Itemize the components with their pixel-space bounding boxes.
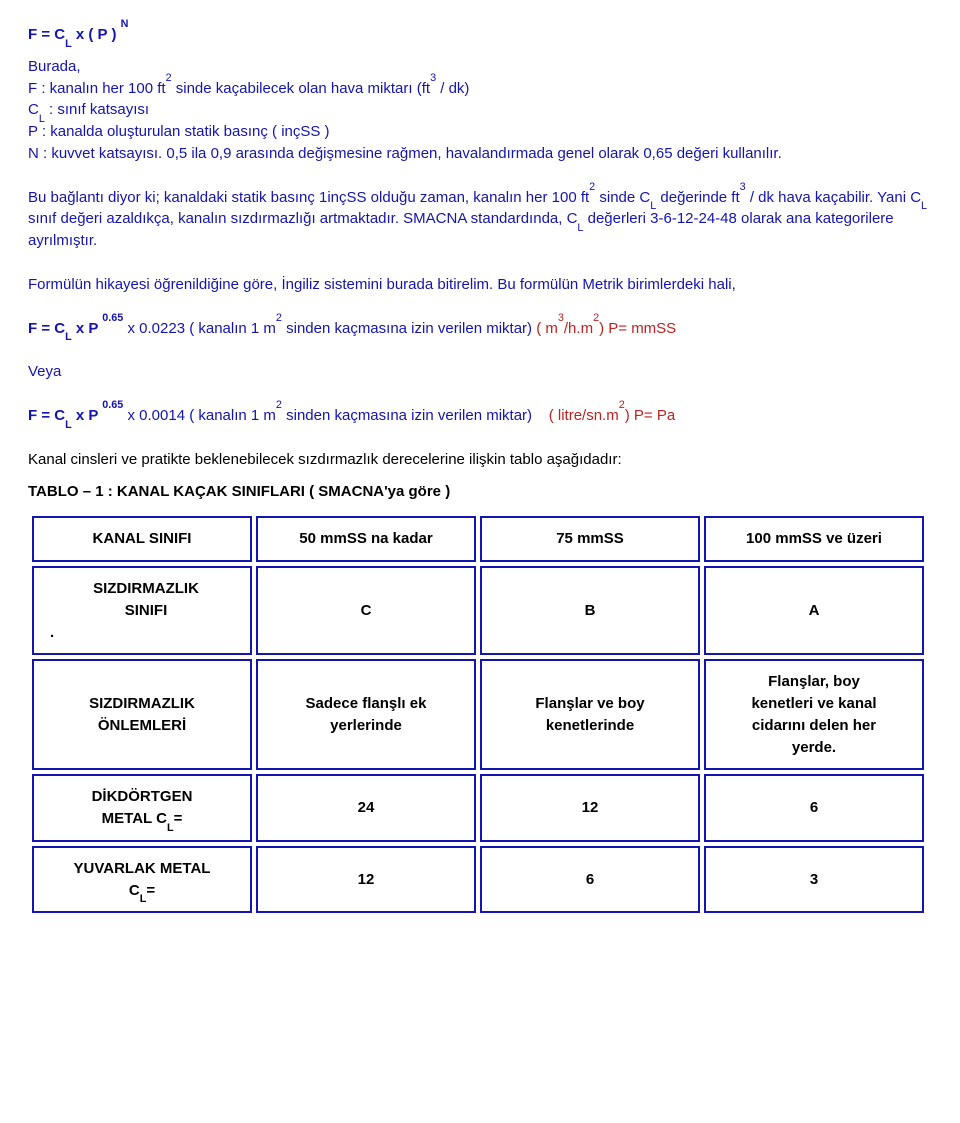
cell-yuv-2: 6 — [480, 846, 700, 914]
equation-2: F = CL x P 0.65 x 0.0014 ( kanalın 1 m2 … — [28, 405, 928, 427]
superscript-n: N — [121, 18, 129, 30]
table-row: YUVARLAK METAL CL= 12 6 3 — [32, 846, 924, 914]
table-row: SIZDIRMAZLIK SINIFI . C B A — [32, 566, 924, 655]
cell-dik-label: DİKDÖRTGEN METAL CL= — [32, 774, 252, 842]
formula-header: F = CL x ( P ) N — [28, 24, 928, 46]
paragraph-2: Bu bağlantı diyor ki; kanaldaki statik b… — [28, 187, 928, 252]
cell-c: C — [256, 566, 476, 655]
definitions-block: Burada, F : kanalın her 100 ft2 sinde ka… — [28, 56, 928, 165]
formula-part-b: x ( P ) — [76, 26, 117, 43]
table-row: SIZDIRMAZLIK ÖNLEMLERİ Sadece flanşlı ek… — [32, 659, 924, 770]
subscript-l: L — [65, 38, 72, 50]
cell-b: B — [480, 566, 700, 655]
leakage-class-table: KANAL SINIFI 50 mmSS na kadar 75 mmSS 10… — [28, 512, 928, 917]
cell-onlem-2: Flanşlar ve boy kenetlerinde — [480, 659, 700, 770]
table-row: DİKDÖRTGEN METAL CL= 24 12 6 — [32, 774, 924, 842]
th-75mm: 75 mmSS — [480, 516, 700, 562]
cell-yuv-label: YUVARLAK METAL CL= — [32, 846, 252, 914]
cell-sizclass-label: SIZDIRMAZLIK SINIFI . — [32, 566, 252, 655]
cell-dik-2: 12 — [480, 774, 700, 842]
def-n: N : kuvvet katsayısı. 0,5 ila 0,9 arasın… — [28, 145, 782, 162]
cell-onlem-3: Flanşlar, boy kenetleri ve kanal cidarın… — [704, 659, 924, 770]
equation-1: F = CL x P 0.65 x 0.0223 ( kanalın 1 m2 … — [28, 318, 928, 340]
def-f: F : kanalın her 100 ft2 sinde kaçabilece… — [28, 80, 469, 97]
paragraph-4: Kanal cinsleri ve pratikte beklenebilece… — [28, 449, 928, 471]
th-100mm: 100 mmSS ve üzeri — [704, 516, 924, 562]
formula-part-a: F = C — [28, 26, 65, 43]
cell-onlem-1: Sadece flanşlı ek yerlerinde — [256, 659, 476, 770]
table-row: KANAL SINIFI 50 mmSS na kadar 75 mmSS 10… — [32, 516, 924, 562]
table-title: TABLO – 1 : KANAL KAÇAK SINIFLARI ( SMAC… — [28, 481, 928, 503]
cell-dik-1: 24 — [256, 774, 476, 842]
th-50mm: 50 mmSS na kadar — [256, 516, 476, 562]
burada-label: Burada, — [28, 58, 81, 75]
cell-yuv-3: 3 — [704, 846, 924, 914]
th-kanal-sinifi: KANAL SINIFI — [32, 516, 252, 562]
cell-yuv-1: 12 — [256, 846, 476, 914]
def-cl: CL : sınıf katsayısı — [28, 101, 149, 118]
def-p: P : kanalda oluşturulan statik basınç ( … — [28, 123, 330, 140]
cell-onlem-label: SIZDIRMAZLIK ÖNLEMLERİ — [32, 659, 252, 770]
cell-a: A — [704, 566, 924, 655]
veya-label: Veya — [28, 361, 928, 383]
paragraph-3: Formülün hikayesi öğrenildiğine göre, İn… — [28, 274, 928, 296]
cell-dik-3: 6 — [704, 774, 924, 842]
